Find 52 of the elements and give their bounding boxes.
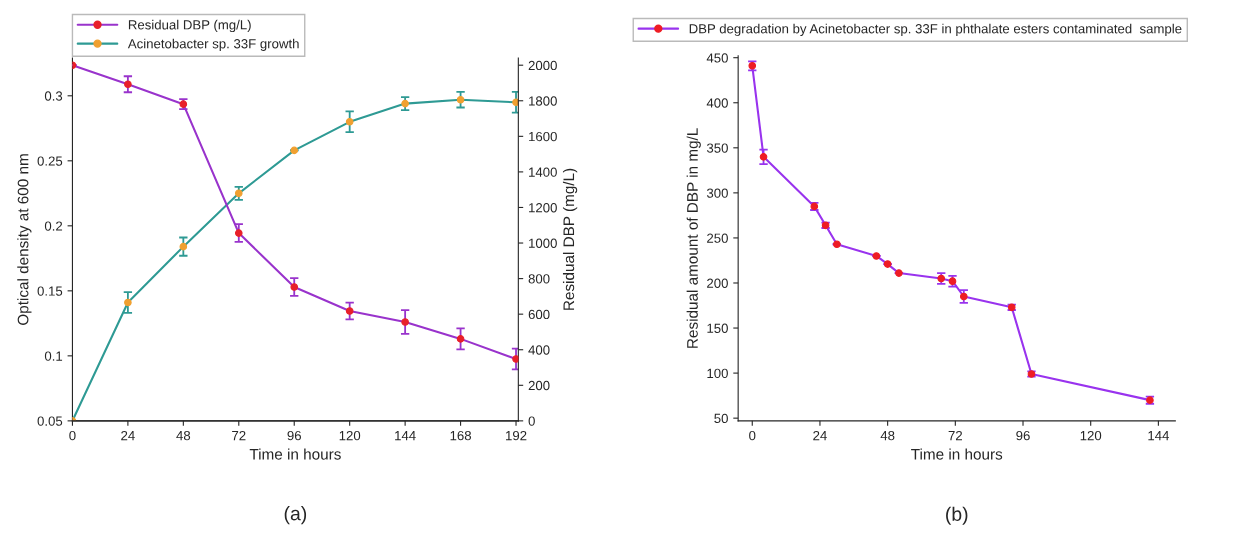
y2-tick-label: 200 — [528, 380, 550, 391]
y-tick-label: 0.2 — [44, 221, 63, 231]
y-tick-label: 350 — [706, 143, 728, 153]
y2-tick-label: 1200 — [529, 203, 557, 213]
x-axis-title: Time in hours — [249, 448, 341, 460]
y-tick-label: 400 — [706, 98, 728, 108]
y-axis-title: Optical density at 600 nm — [17, 154, 32, 325]
legend-label: Residual DBP (mg/L) — [128, 19, 251, 33]
y-tick-label: 0.15 — [37, 286, 63, 296]
x-tick-label: 72 — [948, 430, 962, 441]
y2-tick-label: 2000 — [528, 60, 557, 71]
y-tick-label: 150 — [707, 323, 728, 333]
y2-tick-label: 0 — [528, 416, 535, 426]
x-tick-label: 120 — [1080, 430, 1102, 441]
x-tick-label: 0 — [69, 430, 76, 441]
y2-tick-label: 1000 — [529, 238, 557, 248]
x-tick-label: 96 — [1016, 430, 1030, 441]
y-tick-label: 0.05 — [37, 416, 63, 426]
y-tick-label: 0.3 — [44, 91, 63, 101]
legend-label: DBP degradation by Acinetobacter sp. 33F in phthalate esters contaminated sample — [689, 23, 1182, 37]
x-tick-label: 144 — [395, 431, 416, 441]
y2-tick-label: 400 — [528, 345, 550, 355]
x-tick-label: 120 — [339, 430, 361, 441]
y-tick-label: 0.25 — [37, 156, 63, 166]
y-tick-label: 0.1 — [44, 351, 63, 361]
y2-tick-label: 800 — [528, 274, 550, 284]
x-axis-title: Time in hours — [911, 448, 1003, 460]
x-tick-label: 72 — [232, 430, 246, 441]
y-tick-label: 100 — [707, 368, 728, 379]
x-tick-label: 192 — [506, 430, 527, 441]
y-tick-label: 250 — [707, 233, 728, 243]
x-tick-label: 48 — [176, 430, 191, 441]
y-tick-label: 450 — [706, 53, 728, 63]
x-tick-label: 0 — [749, 430, 756, 441]
y2-axis-title: Residual DBP (mg/L) — [562, 168, 578, 310]
x-tick-label: 144 — [1148, 431, 1170, 441]
x-tick-label: 168 — [450, 430, 472, 441]
y2-tick-label: 1400 — [529, 167, 557, 177]
x-tick-label: 24 — [813, 430, 827, 441]
x-tick-label: 96 — [287, 430, 301, 441]
y-tick-label: 300 — [706, 188, 728, 198]
x-tick-label: 48 — [880, 430, 895, 441]
y-tick-label: 200 — [707, 278, 728, 288]
x-tick-label: 24 — [121, 430, 135, 441]
text: (b) — [946, 506, 968, 525]
y2-tick-label: 600 — [528, 309, 550, 320]
legend-label: Acinetobacter sp. 33F growth — [127, 38, 299, 51]
y-tick-label: 50 — [714, 413, 728, 424]
y-axis-title: Residual amount of DBP in mg/L — [686, 128, 701, 348]
text: (a) — [284, 506, 307, 525]
y2-tick-label: 1600 — [529, 131, 557, 142]
y2-tick-label: 1800 — [529, 96, 557, 106]
